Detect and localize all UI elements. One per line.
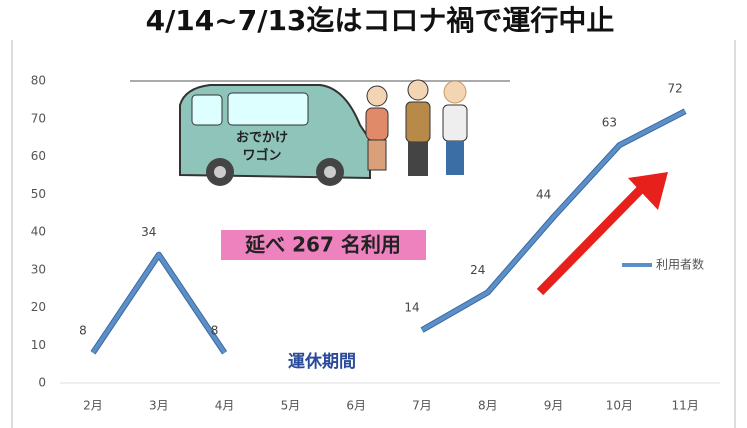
svg-text:おでかけ: おでかけ bbox=[236, 131, 288, 146]
legend-label: 利用者数 bbox=[656, 257, 704, 272]
x-tick-label: 7月 bbox=[412, 399, 432, 413]
x-tick-label: 5月 bbox=[281, 399, 301, 413]
svg-text:ワゴン: ワゴン bbox=[242, 148, 281, 164]
x-tick-label: 2月 bbox=[83, 399, 103, 413]
chart: 4/14~7/13迄はコロナ禍で運行中止 おでかけ ワゴン 延べ 267 名利用… bbox=[0, 0, 747, 428]
illustration: おでかけ ワゴン bbox=[130, 80, 510, 186]
data-label: 63 bbox=[602, 116, 617, 130]
data-label: 72 bbox=[668, 82, 683, 96]
data-label: 8 bbox=[79, 323, 87, 337]
data-label: 34 bbox=[141, 225, 156, 239]
x-tick-label: 4月 bbox=[215, 399, 235, 413]
y-tick-label: 60 bbox=[31, 149, 46, 163]
x-tick-label: 3月 bbox=[149, 399, 169, 413]
data-label: 8 bbox=[211, 323, 219, 337]
x-tick-label: 11月 bbox=[672, 399, 699, 413]
y-tick-label: 0 bbox=[38, 376, 46, 390]
y-tick-label: 80 bbox=[31, 74, 46, 88]
y-tick-label: 70 bbox=[31, 111, 46, 125]
y-tick-label: 40 bbox=[31, 225, 46, 239]
arrow bbox=[540, 190, 640, 292]
x-tick-label: 9月 bbox=[544, 399, 564, 413]
annotation: 延べ 267 名利用 bbox=[244, 233, 401, 257]
data-label: 44 bbox=[536, 187, 551, 201]
annotation: 運休期間 bbox=[288, 351, 356, 372]
x-tick-label: 6月 bbox=[346, 399, 366, 413]
data-label: 24 bbox=[470, 263, 485, 277]
y-tick-label: 10 bbox=[31, 338, 46, 352]
x-tick-label: 10月 bbox=[606, 399, 633, 413]
data-label: 14 bbox=[404, 301, 419, 315]
chart-title: 4/14~7/13迄はコロナ禍で運行中止 bbox=[146, 4, 615, 37]
y-tick-label: 30 bbox=[31, 262, 46, 276]
x-tick-label: 8月 bbox=[478, 399, 498, 413]
y-tick-label: 20 bbox=[31, 300, 46, 314]
y-tick-label: 50 bbox=[31, 187, 46, 201]
